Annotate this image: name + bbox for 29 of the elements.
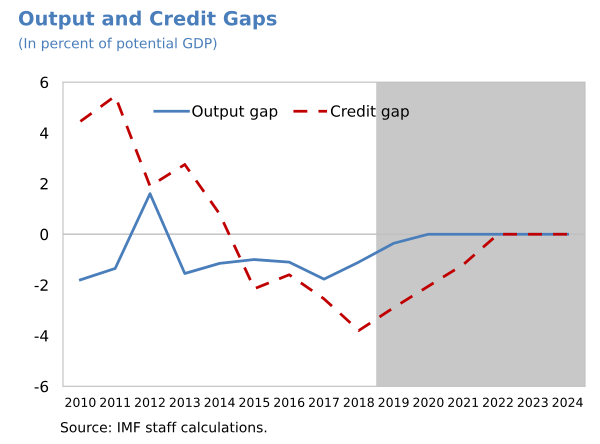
- y-tick-label: -4: [34, 330, 48, 342]
- x-tick-label: 2020: [413, 398, 444, 408]
- y-tick-label: -2: [34, 279, 48, 291]
- x-tick-label: 2012: [135, 398, 165, 408]
- line-series: [79, 192, 569, 282]
- y-tick-label: 4: [40, 127, 48, 139]
- x-tick-label: 2017: [309, 398, 339, 408]
- y-tick-label: 2: [40, 178, 48, 190]
- chart-title: Output and Credit Gaps: [18, 10, 276, 30]
- x-tick-label: 2014: [204, 398, 235, 408]
- chart-subtitle: (In percent of potential GDP): [19, 38, 216, 52]
- x-tick-label: 2015: [239, 398, 270, 408]
- source-note: Source: IMF staff calculations.: [60, 422, 266, 432]
- x-tick-label: 2019: [378, 398, 409, 408]
- legend-label: Output gap: [192, 105, 278, 120]
- x-tick-label: 2016: [274, 398, 304, 408]
- legend-label: Credit gap: [330, 105, 409, 120]
- x-tick-label: 2021: [448, 398, 478, 408]
- x-tick-label: 2022: [483, 398, 513, 408]
- y-tick-label: -6: [34, 380, 48, 392]
- x-tick-label: 2011: [100, 398, 130, 408]
- x-tick-label: 2024: [552, 398, 583, 408]
- y-tick-label: 6: [40, 76, 48, 88]
- x-tick-label: 2023: [518, 398, 548, 408]
- line-series: [79, 94, 569, 332]
- x-tick-label: 2018: [344, 398, 374, 408]
- x-tick-label: 2013: [170, 398, 200, 408]
- y-tick-label: 0: [40, 228, 48, 240]
- x-tick-label: 2010: [65, 398, 96, 408]
